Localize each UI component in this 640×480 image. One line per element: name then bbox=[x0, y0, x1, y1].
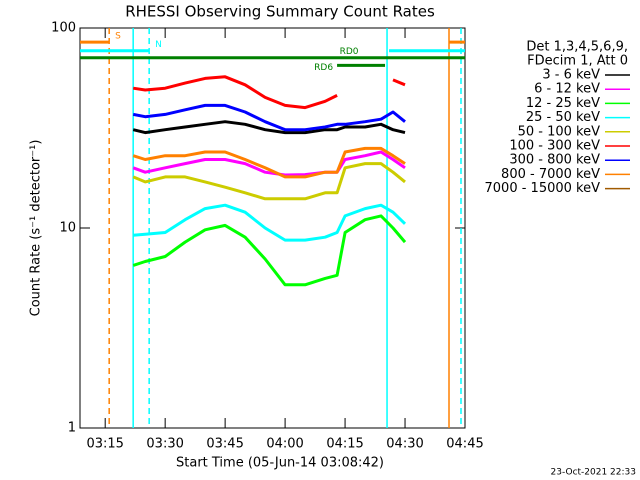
x-tick-label: 04:00 bbox=[266, 437, 303, 452]
legend-label: 25 - 50 keV bbox=[526, 110, 600, 125]
x-tick-label: 04:30 bbox=[386, 437, 423, 452]
x-tick-label: 03:45 bbox=[206, 437, 243, 452]
series-line bbox=[132, 214, 407, 287]
legend-label: 12 - 25 keV bbox=[526, 96, 600, 111]
series-line bbox=[133, 203, 407, 242]
legend-header: FDecim 1, Att 0 bbox=[527, 54, 628, 69]
legend-label: 800 - 7000 keV bbox=[501, 167, 600, 182]
x-tick-label: 03:30 bbox=[146, 437, 183, 452]
x-tick-label: 04:45 bbox=[446, 437, 483, 452]
legend-label: 100 - 300 keV bbox=[509, 139, 600, 154]
x-tick-label: 03:15 bbox=[86, 437, 123, 452]
footer-date: 23-Oct-2021 22:33 bbox=[551, 468, 636, 478]
state-label: S bbox=[115, 32, 121, 42]
legend-label: 7000 - 15000 keV bbox=[485, 181, 601, 196]
state-label: RD6 bbox=[314, 63, 333, 73]
y-axis-label: Count Rate (s⁻¹ detector⁻¹) bbox=[29, 140, 44, 317]
series-line bbox=[132, 162, 406, 201]
series-line bbox=[132, 103, 406, 132]
legend-header: Det 1,3,4,5,6,9, bbox=[526, 40, 628, 55]
series-line bbox=[132, 150, 406, 177]
legend-label: 3 - 6 keV bbox=[542, 68, 600, 83]
state-label: RD0 bbox=[340, 47, 359, 57]
y-tick-label: 1 bbox=[68, 421, 76, 436]
legend-label: 300 - 800 keV bbox=[509, 153, 600, 168]
chart-title: RHESSI Observing Summary Count Rates bbox=[125, 3, 435, 21]
y-tick-label: 100 bbox=[51, 21, 76, 36]
x-tick-label: 04:15 bbox=[326, 437, 363, 452]
legend-label: 6 - 12 keV bbox=[534, 82, 600, 97]
series-line bbox=[132, 75, 406, 110]
legend-label: 50 - 100 keV bbox=[518, 124, 601, 139]
state-label: N bbox=[155, 40, 162, 50]
series-line bbox=[132, 146, 406, 179]
x-axis-label: Start Time (05-Jun-14 03:08:42) bbox=[176, 456, 384, 471]
series-line bbox=[132, 120, 406, 135]
y-tick-label: 10 bbox=[59, 221, 76, 236]
